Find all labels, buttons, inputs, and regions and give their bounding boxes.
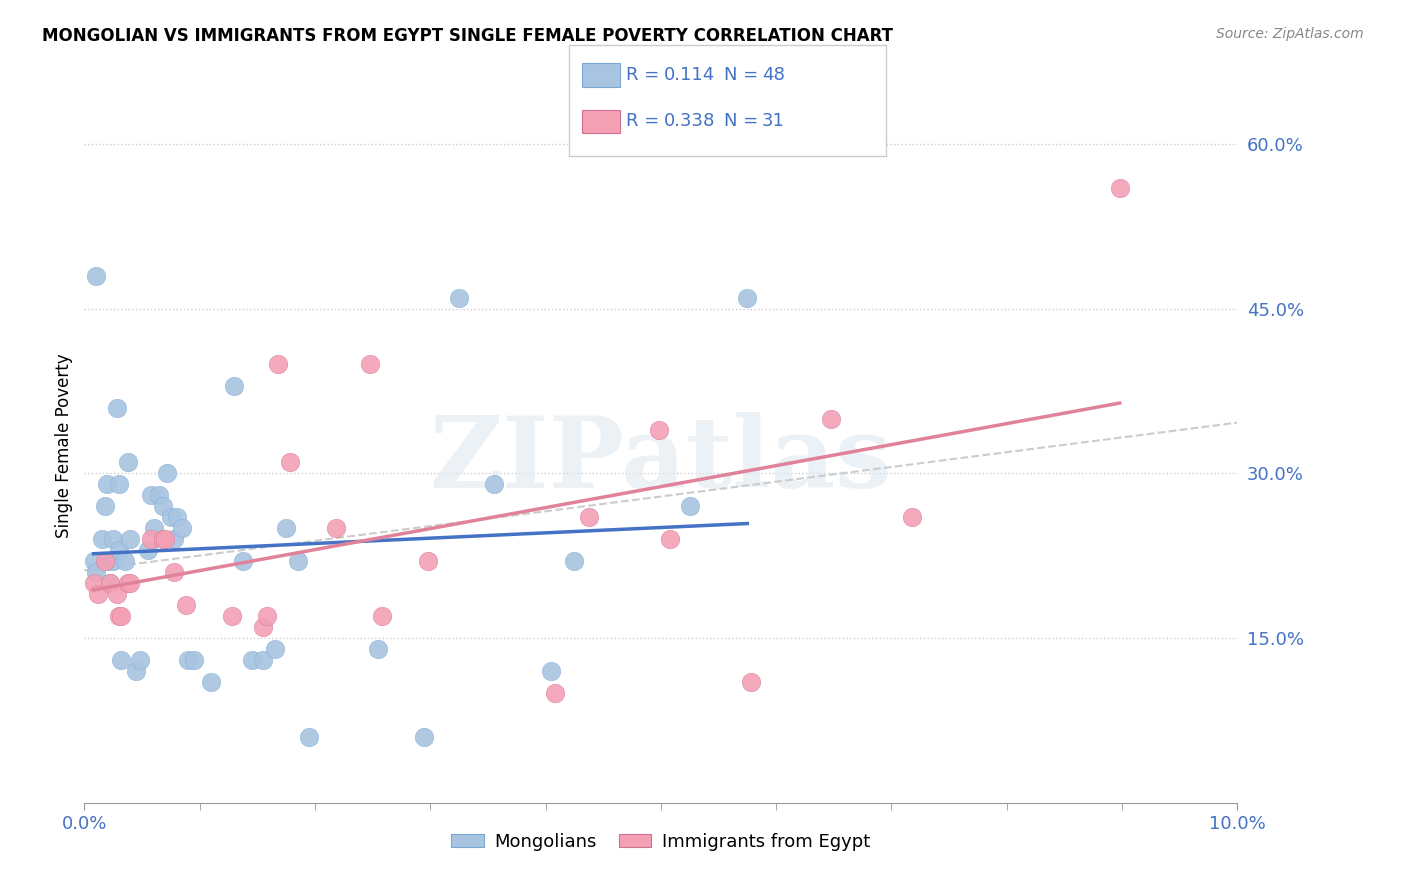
Point bbox=[96, 477, 118, 491]
Legend: Mongolians, Immigrants from Egypt: Mongolians, Immigrants from Egypt bbox=[444, 826, 877, 858]
Point bbox=[94, 500, 117, 514]
Point bbox=[136, 543, 159, 558]
Point bbox=[94, 554, 117, 568]
Point bbox=[117, 455, 139, 469]
Point bbox=[160, 510, 183, 524]
Point bbox=[200, 675, 222, 690]
Point bbox=[90, 533, 112, 547]
Point bbox=[679, 500, 702, 514]
Y-axis label: Single Female Poverty: Single Female Poverty bbox=[55, 354, 73, 538]
Point bbox=[105, 587, 128, 601]
Text: 48: 48 bbox=[762, 66, 785, 84]
Text: 0.114: 0.114 bbox=[664, 66, 714, 84]
Point bbox=[737, 291, 759, 305]
Point bbox=[117, 576, 139, 591]
Point bbox=[148, 488, 170, 502]
Point bbox=[901, 510, 924, 524]
Point bbox=[103, 533, 124, 547]
Point bbox=[166, 510, 188, 524]
Point bbox=[578, 510, 600, 524]
Point bbox=[1108, 181, 1130, 195]
Point bbox=[544, 686, 567, 700]
Point bbox=[740, 675, 762, 690]
Point bbox=[152, 500, 174, 514]
Text: N =: N = bbox=[724, 112, 763, 130]
Point bbox=[359, 357, 381, 371]
Point bbox=[152, 533, 174, 547]
Point bbox=[87, 587, 110, 601]
Point bbox=[105, 401, 128, 415]
Text: ZIPatlas: ZIPatlas bbox=[430, 412, 891, 508]
Point bbox=[263, 642, 285, 657]
Text: 0.338: 0.338 bbox=[664, 112, 716, 130]
Text: R =: R = bbox=[626, 66, 665, 84]
Point bbox=[120, 576, 142, 591]
Point bbox=[240, 653, 263, 667]
Point bbox=[221, 609, 243, 624]
Point bbox=[371, 609, 394, 624]
Text: R =: R = bbox=[626, 112, 665, 130]
Point bbox=[224, 378, 246, 392]
Point bbox=[156, 467, 179, 481]
Point bbox=[141, 488, 163, 502]
Point bbox=[163, 533, 186, 547]
Point bbox=[232, 554, 254, 568]
Point bbox=[108, 609, 131, 624]
Point bbox=[252, 653, 274, 667]
Point bbox=[114, 554, 136, 568]
Point bbox=[110, 653, 132, 667]
Point bbox=[83, 576, 105, 591]
Point bbox=[267, 357, 290, 371]
Point bbox=[287, 554, 309, 568]
Point bbox=[108, 543, 131, 558]
Point bbox=[98, 576, 121, 591]
Text: N =: N = bbox=[724, 66, 763, 84]
Point bbox=[177, 653, 200, 667]
Point bbox=[110, 609, 132, 624]
Point bbox=[449, 291, 471, 305]
Point bbox=[820, 411, 842, 425]
Text: Source: ZipAtlas.com: Source: ZipAtlas.com bbox=[1216, 27, 1364, 41]
Point bbox=[128, 653, 150, 667]
Point bbox=[367, 642, 389, 657]
Point bbox=[659, 533, 682, 547]
Point bbox=[108, 477, 131, 491]
Point bbox=[125, 664, 148, 678]
Point bbox=[564, 554, 586, 568]
Point bbox=[256, 609, 278, 624]
Text: 31: 31 bbox=[762, 112, 785, 130]
Point bbox=[183, 653, 205, 667]
Point bbox=[98, 576, 121, 591]
Point bbox=[276, 521, 298, 535]
Point bbox=[153, 533, 176, 547]
Point bbox=[83, 554, 105, 568]
Point bbox=[163, 566, 186, 580]
Point bbox=[482, 477, 505, 491]
Text: MONGOLIAN VS IMMIGRANTS FROM EGYPT SINGLE FEMALE POVERTY CORRELATION CHART: MONGOLIAN VS IMMIGRANTS FROM EGYPT SINGL… bbox=[42, 27, 893, 45]
Point bbox=[172, 521, 194, 535]
Point bbox=[325, 521, 347, 535]
Point bbox=[252, 620, 274, 634]
Point bbox=[84, 268, 107, 283]
Point bbox=[141, 533, 163, 547]
Point bbox=[278, 455, 301, 469]
Point bbox=[540, 664, 562, 678]
Point bbox=[103, 554, 124, 568]
Point bbox=[96, 554, 118, 568]
Point bbox=[174, 598, 197, 612]
Point bbox=[416, 554, 439, 568]
Point bbox=[120, 533, 142, 547]
Point bbox=[84, 566, 107, 580]
Point bbox=[298, 730, 321, 744]
Point bbox=[413, 730, 436, 744]
Point bbox=[142, 521, 165, 535]
Point bbox=[647, 423, 669, 437]
